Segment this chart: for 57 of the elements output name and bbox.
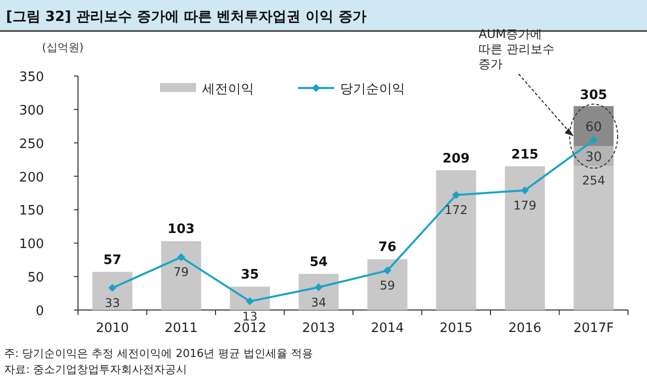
point — [383, 266, 392, 275]
y-tick-label: 300 — [19, 103, 44, 118]
x-tick-label: 2012 — [233, 321, 266, 336]
point — [177, 253, 186, 262]
text: 자료: 중소기업창업투자회사전자공시 — [4, 363, 188, 376]
data-label: 35 — [240, 268, 259, 283]
bar — [504, 166, 545, 310]
data-label: 209 — [442, 151, 470, 166]
data-label: 179 — [513, 198, 536, 212]
data-label: 60 — [585, 120, 602, 136]
bar — [298, 274, 339, 310]
chart-title: [그림 32] 관리보수 증가에 따른 벤처투자업권 이익 증가 — [6, 9, 366, 25]
y-tick-label: 0 — [36, 304, 44, 319]
data-label: 54 — [310, 254, 328, 270]
y-tick-label: 50 — [27, 270, 44, 286]
point — [520, 186, 529, 194]
x-tick-label: 2013 — [302, 321, 336, 336]
data-label: 59 — [380, 278, 396, 293]
bar — [574, 166, 614, 310]
data-label: 57 — [103, 252, 122, 268]
data-label: 215 — [511, 147, 538, 162]
y-tick-label: 100 — [19, 237, 44, 252]
data-label: 13 — [242, 309, 258, 324]
data-label: 33 — [104, 296, 120, 310]
text: AUM증가에 따른 관리보수 증가 — [478, 27, 554, 71]
x-tick-label: 2011 — [164, 321, 198, 336]
data-label: 76 — [378, 240, 396, 256]
x-tick-label: 2015 — [440, 321, 473, 336]
y-tick-label: 200 — [19, 170, 44, 186]
data-label: 34 — [310, 295, 326, 310]
data-label: 103 — [168, 222, 195, 238]
point — [452, 191, 460, 200]
y-tick-label: 150 — [19, 204, 44, 219]
text: 주: 당기순이익은 추정 세전이익에 2016년 평균 법인세율 적용 — [4, 347, 314, 360]
legend-label: 당기순이익 — [340, 82, 405, 97]
bar — [367, 259, 408, 310]
data-label: 79 — [173, 265, 189, 280]
point — [108, 284, 116, 292]
x-tick-label: 2017F — [573, 321, 614, 336]
y-tick-label: 350 — [19, 70, 44, 85]
x-tick-label: 2014 — [370, 321, 404, 336]
data-label: 172 — [444, 203, 468, 218]
point — [314, 283, 323, 292]
data-label: 254 — [582, 173, 606, 188]
total-label: 305 — [580, 88, 608, 104]
point — [246, 297, 254, 306]
bar — [161, 241, 202, 310]
legend-label: 세전이익 — [202, 82, 254, 97]
point — [590, 136, 598, 144]
bar — [436, 170, 476, 310]
bar — [92, 272, 132, 310]
x-tick-label: 2010 — [96, 321, 129, 336]
data-label: 30 — [585, 150, 602, 166]
y-axis-title: (십억원) — [42, 41, 84, 54]
y-tick-label: 250 — [19, 136, 44, 152]
x-tick-label: 2016 — [508, 321, 542, 336]
bar — [574, 106, 614, 146]
